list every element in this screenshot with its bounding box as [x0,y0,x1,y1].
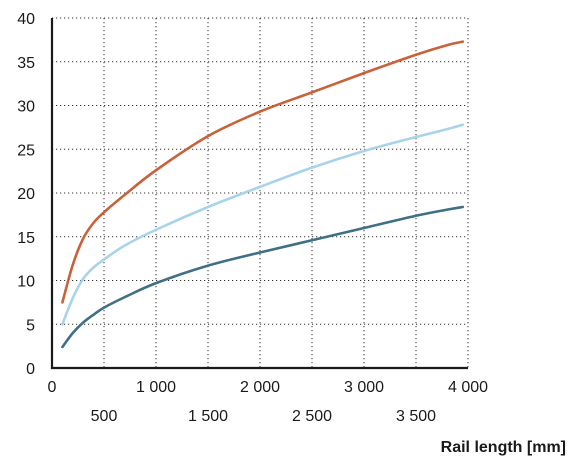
y-tick-label: 0 [26,361,35,378]
y-tick-label: 30 [17,99,35,116]
series-line-2 [62,125,462,325]
x-tick-label-major: 4 000 [448,379,488,396]
y-tick-label: 35 [17,55,35,72]
y-tick-label: 15 [17,230,35,247]
y-tick-label: 20 [17,186,35,203]
x-tick-label-minor: 2 500 [292,408,332,425]
x-tick-label-major: 1 000 [136,379,176,396]
grid [52,18,468,368]
y-tick-label: 10 [17,274,35,291]
x-tick-label-major: 3 000 [344,379,384,396]
y-tick-label: 5 [26,317,35,334]
series-line-1 [62,42,462,303]
x-tick-label-minor: 1 500 [188,408,228,425]
x-tick-label-major: 2 000 [240,379,280,396]
x-tick-label-minor: 500 [91,408,118,425]
y-tick-label: 40 [17,11,35,28]
x-tick-label-major: 0 [48,379,57,396]
tick-labels: 0 5 10 15 20 25 30 35 40 0 1 000 2 000 3 000 4 000 500… [17,11,488,425]
series-line-3 [62,207,462,347]
x-axis-title: Rail length [mm] [441,439,566,456]
plot-area [62,42,462,347]
y-tick-label: 25 [17,142,35,159]
x-tick-label-minor: 3 500 [396,408,436,425]
